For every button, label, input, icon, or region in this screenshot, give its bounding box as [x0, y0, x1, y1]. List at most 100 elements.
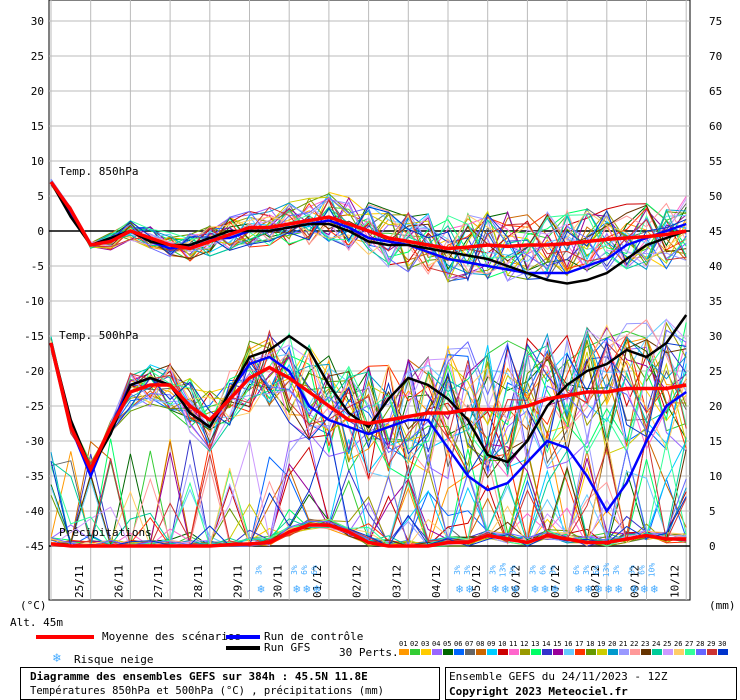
x-tick-label: 26/11	[112, 565, 125, 598]
right-tick-label: 40	[709, 260, 722, 273]
pert-legend-number: 20	[608, 640, 617, 648]
pert-legend-number: 01	[399, 640, 408, 648]
pert-legend-swatch	[454, 649, 464, 655]
x-tick-label: 05/12	[470, 565, 483, 598]
left-tick-label: 0	[37, 225, 44, 238]
pert-500-line	[50, 327, 687, 475]
snow-pct-label: 3%	[489, 565, 498, 575]
snowflake-icon: ❄	[615, 582, 622, 596]
legend-mean-label: Moyenne des scénarios	[102, 630, 242, 643]
snowflake-icon: ❄	[595, 582, 602, 596]
pert-legend-number: 24	[652, 640, 661, 648]
pert-legend-swatch	[696, 649, 706, 655]
right-tick-label: 65	[709, 85, 722, 98]
snowflake-icon: ❄	[641, 582, 648, 596]
x-tick-label: 27/11	[152, 565, 165, 598]
title-box: Diagramme des ensembles GEFS sur 384h : …	[20, 667, 440, 700]
label-t850: Temp. 850hPa	[59, 165, 138, 178]
snowflake-icon: ❄	[293, 582, 300, 596]
snowflake-icon: ❄	[466, 582, 473, 596]
snow-pct-label: 6%	[538, 565, 547, 575]
right-tick-label: 45	[709, 225, 722, 238]
left-tick-label: 20	[31, 85, 44, 98]
mean-850-line	[49, 180, 687, 251]
pert-legend-number: 21	[619, 640, 628, 648]
pert-legend-swatch	[597, 649, 607, 655]
pert-850-line	[50, 184, 687, 273]
pert-legend-swatch	[542, 649, 552, 655]
pert-500-line	[50, 324, 687, 471]
pert-legend-number: 10	[498, 640, 507, 648]
gfs-850-line	[49, 181, 687, 285]
right-tick-label: 60	[709, 120, 722, 133]
run-label: Ensemble GEFS du 24/11/2023 - 12Z	[449, 670, 668, 683]
snow-pct-label: 3%	[612, 565, 621, 575]
snowflake-icon: ❄	[631, 582, 638, 596]
legend-control-label: Run de contrôle	[264, 630, 364, 643]
snow-pct-label: 3%	[548, 565, 557, 575]
pert-legend-swatch	[608, 649, 618, 655]
pert-legend-swatch	[707, 649, 717, 655]
left-tick-label: -5	[31, 260, 44, 273]
snowflake-icon: ❄	[605, 582, 612, 596]
pert-legend-swatch	[718, 649, 728, 655]
pert-legend-number: 30	[718, 640, 727, 648]
snow-pct-label: 3%	[628, 565, 637, 575]
snow-pct-label: 10%	[648, 563, 657, 578]
x-tick-label: 09/12	[629, 565, 642, 598]
pert-500-line	[50, 338, 687, 467]
label-t500: Temp. 500hPa	[59, 329, 138, 342]
grid	[49, 0, 690, 600]
x-tick-label: 06/12	[509, 565, 522, 598]
right-tick-label: 75	[709, 15, 722, 28]
x-tick-label: 29/11	[232, 565, 245, 598]
snow-pct-label: 3%	[582, 565, 591, 575]
snowflake-icon: ❄	[492, 582, 499, 596]
snow-pct-label: 6%	[638, 565, 647, 575]
pert-legend-swatch	[509, 649, 519, 655]
right-tick-label: 30	[709, 330, 722, 343]
right-unit-label: (mm)	[709, 599, 736, 612]
pert-500-line	[50, 318, 687, 470]
pert-legend-number: 13	[531, 640, 540, 648]
snow-pct-label: 3%	[290, 565, 299, 575]
pert-legend-swatch	[443, 649, 453, 655]
left-tick-label: -20	[24, 365, 44, 378]
gfs-500-line	[49, 314, 688, 472]
left-tick-label: -10	[24, 295, 44, 308]
pert-legend-number: 05	[443, 640, 452, 648]
snow-pct-label: 6%	[300, 565, 309, 575]
legend-gfs-label: Run GFS	[264, 641, 311, 654]
right-tick-label: 55	[709, 155, 722, 168]
pert-legend-number: 28	[696, 640, 705, 648]
x-tick-label: 10/12	[668, 565, 681, 598]
pert-legend-swatch	[421, 649, 431, 655]
legend-perts-label: 30 Perts.	[339, 646, 399, 659]
pert-500-line	[50, 329, 687, 470]
right-tick-label: 0	[709, 540, 716, 553]
pert-legend-number: 29	[707, 640, 716, 648]
pert-legend-number: 06	[454, 640, 463, 648]
pert-legend-number: 26	[674, 640, 683, 648]
snow-pct-label: 3%	[528, 565, 537, 575]
pert-legend-swatch	[564, 649, 574, 655]
pert-legend-swatch	[641, 649, 651, 655]
snow-pct-label: 6%	[592, 565, 601, 575]
right-tick-label: 50	[709, 190, 722, 203]
left-tick-label: 25	[31, 50, 44, 63]
pert-legend-number: 09	[487, 640, 496, 648]
left-tick-label: -45	[24, 540, 44, 553]
left-tick-label: 30	[31, 15, 44, 28]
snow-pct-label: 13%	[602, 563, 611, 578]
right-tick-label: 15	[709, 435, 722, 448]
snowflake-icon: ❄	[651, 582, 658, 596]
snowflake-icon: ❄	[541, 582, 548, 596]
left-tick-label: -35	[24, 470, 44, 483]
left-tick-label: -25	[24, 400, 44, 413]
snow-pct-label: 3%	[509, 565, 518, 575]
pert-legend-number: 19	[597, 640, 606, 648]
mean-500-line	[49, 342, 687, 474]
pert-850-line	[50, 182, 687, 270]
pert-legend-swatch	[685, 649, 695, 655]
